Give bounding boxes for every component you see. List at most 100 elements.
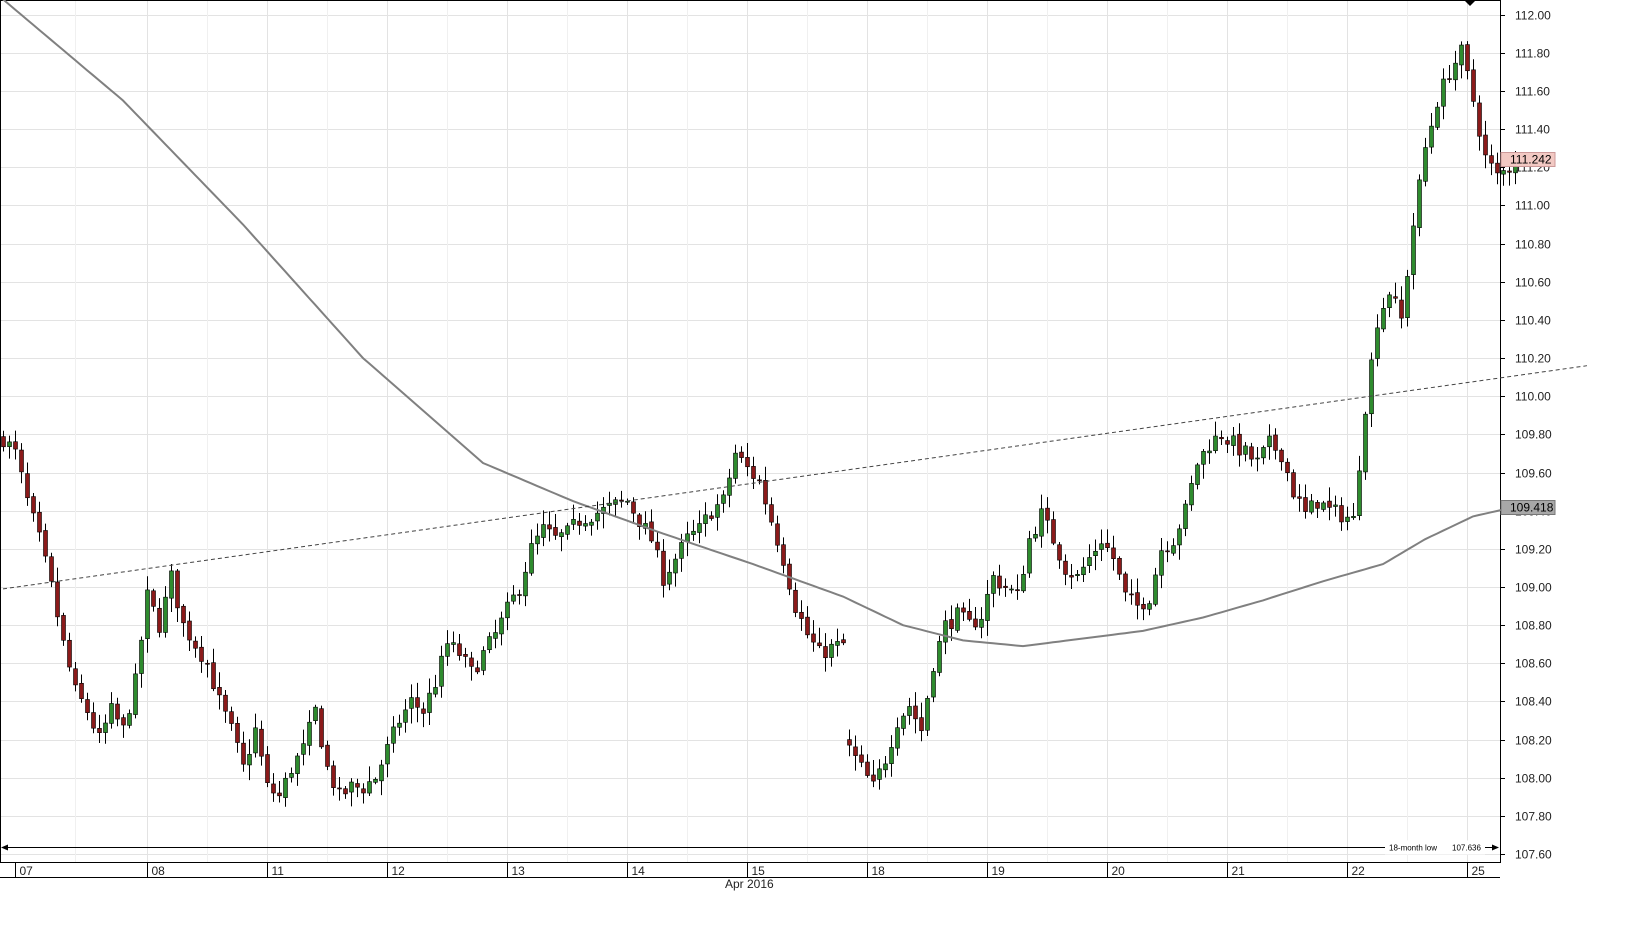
candle-body: [217, 687, 222, 696]
candle-body: [259, 728, 264, 757]
candle-body: [1387, 294, 1392, 309]
candle-body: [1243, 445, 1248, 455]
candle-body: [349, 781, 354, 793]
candle-body: [1249, 446, 1254, 460]
candle-body: [25, 473, 30, 499]
candle-body: [163, 596, 168, 633]
candle-body: [775, 523, 780, 546]
candle-body: [1015, 589, 1020, 592]
y-tick-label: 107.80: [1515, 810, 1552, 824]
candle-body: [91, 712, 96, 729]
candle-body: [1453, 62, 1458, 81]
candle-body: [859, 754, 864, 763]
support-label: 18-month low: [1389, 844, 1437, 853]
candle-body: [589, 521, 594, 526]
candle-body: [1069, 575, 1074, 578]
candle-body: [631, 501, 636, 514]
candle-body: [523, 571, 528, 597]
candle-body: [1123, 573, 1128, 593]
candle-body: [37, 511, 42, 533]
x-tick-label: 07: [20, 864, 34, 878]
candle-body: [1465, 44, 1470, 72]
support-label-bg: [1385, 840, 1485, 855]
candle-body: [1027, 538, 1032, 574]
candle-body: [139, 639, 144, 674]
candle-body: [1255, 457, 1260, 460]
candle-body: [1339, 505, 1344, 523]
candle-body: [1471, 69, 1476, 102]
candle-body: [919, 717, 924, 732]
candle-body: [763, 480, 768, 505]
candle-body: [1273, 434, 1278, 451]
ma-value: 109.418: [1510, 501, 1554, 515]
candle-body: [1489, 155, 1494, 164]
candle-body: [181, 605, 186, 624]
x-tick-label: 15: [752, 864, 766, 878]
candle-body: [1117, 557, 1122, 575]
y-tick-label: 109.60: [1515, 467, 1552, 481]
candle-body: [295, 755, 300, 774]
candle-body: [997, 575, 1002, 589]
candle-body: [1411, 225, 1416, 275]
y-tick-label: 108.40: [1515, 695, 1552, 709]
candle-body: [1423, 147, 1428, 182]
candle-body: [187, 620, 192, 641]
candle-body: [193, 640, 198, 649]
support-arrow-left-icon: [1, 844, 8, 851]
candle-body: [1075, 574, 1080, 576]
candle-body: [1033, 534, 1038, 539]
candle-body: [121, 717, 126, 726]
candle-body: [835, 641, 840, 646]
candle-body: [817, 642, 822, 647]
candle-body: [1303, 497, 1308, 512]
y-tick-label: 108.20: [1515, 734, 1552, 748]
candle-body: [529, 543, 534, 574]
candle-body: [1345, 516, 1350, 522]
candle-body: [1357, 470, 1362, 516]
candle-body: [1495, 162, 1500, 174]
candle-body: [511, 594, 516, 602]
x-tick-label: 21: [1232, 864, 1246, 878]
candle-body: [1429, 125, 1434, 148]
candle-body: [235, 723, 240, 743]
candle-body: [199, 646, 204, 662]
candle-body: [697, 523, 702, 533]
candle-body: [439, 655, 444, 687]
candle-body: [619, 499, 624, 502]
candle-body: [73, 668, 78, 686]
candle-body: [1021, 573, 1026, 592]
x-tick-label: 14: [632, 864, 646, 878]
candle-body: [1129, 593, 1134, 596]
candle-body: [1417, 179, 1422, 228]
candle-body: [781, 544, 786, 566]
candle-body: [319, 708, 324, 748]
y-tick-label: 110.40: [1515, 314, 1551, 328]
moving-average-line: [2, 0, 1516, 648]
candle-body: [985, 593, 990, 621]
candle-body: [853, 746, 858, 756]
candle-body: [361, 788, 366, 794]
candle-body: [1375, 327, 1380, 359]
candle-body: [355, 783, 360, 788]
candle-body: [655, 541, 660, 551]
candle-body: [241, 742, 246, 765]
candle-body: [43, 530, 48, 557]
candle-body: [469, 657, 474, 667]
candle-body: [979, 618, 984, 628]
candle-body: [1171, 545, 1176, 554]
candle-body: [703, 514, 708, 524]
candle-body: [685, 533, 690, 542]
candle-body: [1105, 542, 1110, 548]
current-price-value: 111.242: [1510, 153, 1552, 167]
candle-body: [1267, 435, 1272, 448]
candle-body: [1081, 566, 1086, 576]
candle-body: [19, 449, 24, 473]
candle-body: [907, 706, 912, 716]
candle-body: [301, 743, 306, 755]
candle-body: [7, 441, 12, 447]
candle-body: [157, 607, 162, 633]
candle-body: [247, 754, 252, 766]
candle-body: [1093, 550, 1098, 557]
y-tick-label: 108.00: [1515, 772, 1552, 786]
candle-body: [1459, 44, 1464, 66]
